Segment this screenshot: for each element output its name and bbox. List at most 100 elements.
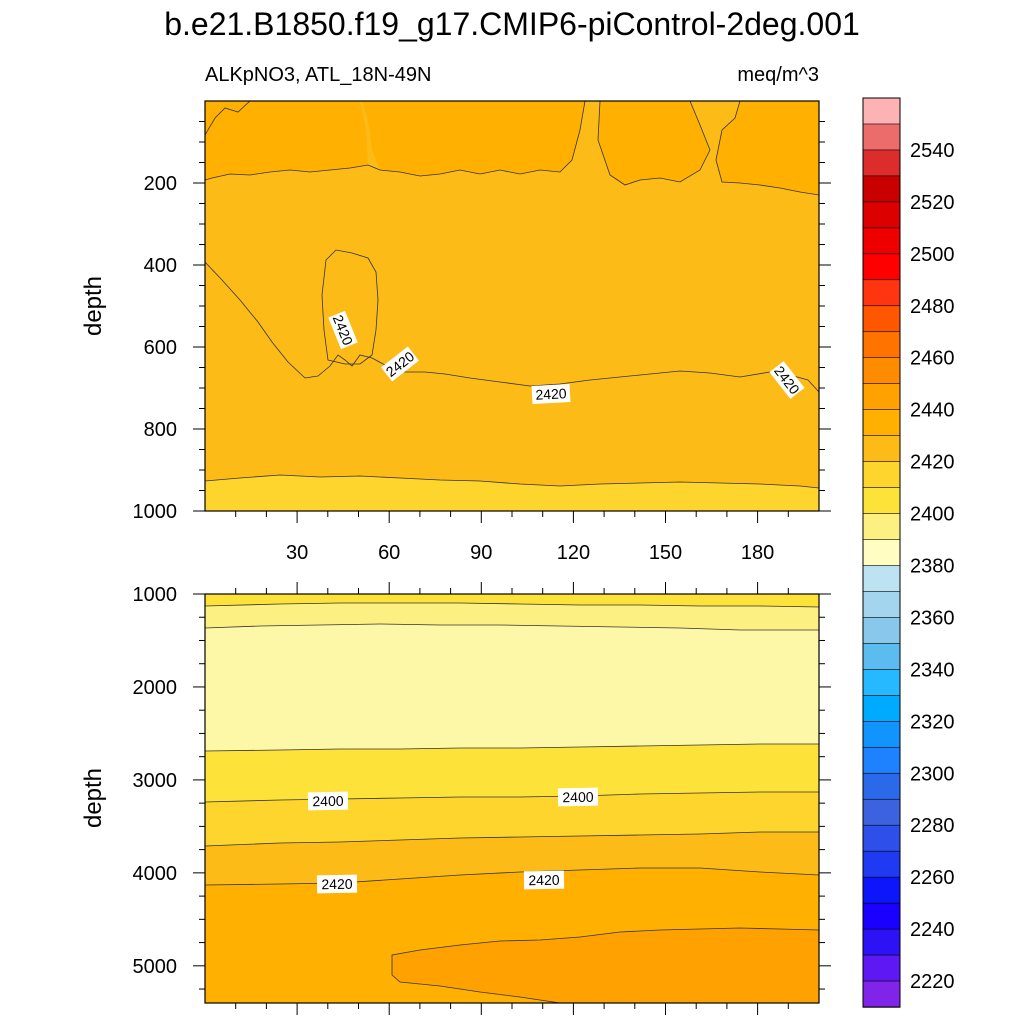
axes: 200 400 600 800 1000 30 60 90 120 150 180 1000 2000 3… xyxy=(133,121,831,1015)
colorbar-label: 2540 xyxy=(910,140,955,162)
bot-label-2: 2400 xyxy=(557,787,599,807)
colorbar-swatch xyxy=(862,149,901,177)
top-x-tick-label: 180 xyxy=(741,542,774,564)
top-label-3-text: 2420 xyxy=(535,385,567,403)
colorbar-label: 2440 xyxy=(910,400,955,422)
colorbar-swatch xyxy=(862,746,901,774)
colorbar-swatch xyxy=(862,591,901,619)
colorbar-swatch xyxy=(862,487,901,515)
colorbar-label: 2360 xyxy=(910,607,955,629)
colorbar-swatch xyxy=(862,954,901,982)
colorbar-swatch xyxy=(862,721,901,748)
colorbar-label: 2420 xyxy=(910,452,955,474)
colorbar-swatch xyxy=(862,123,901,151)
top-contour-deep xyxy=(205,474,819,489)
units-label: meq/m^3 xyxy=(737,64,819,86)
bot-label-2-text: 2400 xyxy=(562,789,594,806)
colorbar-swatch xyxy=(862,850,901,878)
bot-contour-2 xyxy=(205,623,819,631)
colorbar-label: 2220 xyxy=(910,971,955,993)
colorbar-swatch xyxy=(862,695,901,723)
colorbar-swatch xyxy=(862,565,901,593)
top-fill-shallow-west xyxy=(205,101,368,180)
colorbar-label: 2280 xyxy=(910,815,955,837)
colorbar: 2540 2520 2500 2480 2460 2440 2420 2400 2380 2360… xyxy=(862,97,955,1024)
bottom-panel: 2400 2400 2420 2420 xyxy=(205,594,819,1003)
top-panel: 2420 2420 2420 2420 xyxy=(205,101,819,511)
chart-title: b.e21.B1850.f19_g17.CMIP6-piControl-2deg… xyxy=(164,6,860,42)
bot-label-3-text: 2420 xyxy=(321,876,353,893)
bot-contour-7 xyxy=(391,927,819,1003)
colorbar-swatch xyxy=(862,461,901,489)
colorbar-swatch xyxy=(862,876,901,904)
bottom-y-axis-title: depth xyxy=(80,768,107,828)
colorbar-swatch xyxy=(862,669,901,697)
bot-contour-5 xyxy=(205,831,819,847)
colorbar-swatch xyxy=(862,305,901,333)
colorbar-label: 2240 xyxy=(910,919,955,941)
colorbar-swatch xyxy=(862,798,901,826)
top-contour-shallow-3 xyxy=(715,101,819,196)
bottom-y-tick-label: 1000 xyxy=(133,584,178,606)
bottom-y-tick-label: 5000 xyxy=(133,956,178,978)
colorbar-swatch xyxy=(862,617,901,645)
colorbar-swatch xyxy=(862,980,901,1008)
colorbar-swatch xyxy=(862,513,901,541)
colorbar-label: 2260 xyxy=(910,867,955,889)
top-x-tick-label: 120 xyxy=(557,542,590,564)
top-contour-shallow-2 xyxy=(597,101,711,186)
bot-fill-top-2400 xyxy=(205,594,819,607)
bottom-y-tick-label: 3000 xyxy=(133,770,178,792)
colorbar-swatch xyxy=(862,279,901,307)
top-fill-shallow xyxy=(205,101,819,195)
variable-label: ALKpNO3, ATL_18N-49N xyxy=(205,64,431,86)
colorbar-swatch xyxy=(862,928,901,956)
top-y-tick-label: 800 xyxy=(144,419,177,441)
colorbar-label: 2300 xyxy=(910,763,955,785)
colorbar-swatch xyxy=(862,824,901,852)
bot-label-3: 2420 xyxy=(316,874,358,894)
bot-label-4-text: 2420 xyxy=(528,872,560,889)
colorbar-swatch xyxy=(862,643,901,671)
colorbar-swatch xyxy=(862,383,901,411)
colorbar-label: 2400 xyxy=(910,504,955,526)
bot-fill-2430 xyxy=(392,928,819,1003)
top-y-tick-label: 400 xyxy=(144,255,177,277)
colorbar-swatch xyxy=(862,97,901,125)
top-contour-shallow xyxy=(205,101,586,181)
colorbar-swatch xyxy=(862,409,901,437)
colorbar-frame xyxy=(862,97,901,1008)
colorbar-label: 2500 xyxy=(910,244,955,266)
colorbar-swatch xyxy=(862,227,901,255)
colorbar-label: 2320 xyxy=(910,711,955,733)
colorbar-label: 2520 xyxy=(910,192,955,214)
colorbar-swatch xyxy=(862,201,901,229)
colorbar-label: 2460 xyxy=(910,348,955,370)
top-label-3: 2420 xyxy=(531,384,571,404)
colorbar-swatch xyxy=(862,772,901,800)
top-contour-surface xyxy=(205,101,251,136)
bot-label-1: 2400 xyxy=(307,791,349,811)
colorbar-swatch xyxy=(862,331,901,359)
colorbar-label: 2380 xyxy=(910,555,955,577)
top-x-tick-label: 30 xyxy=(286,542,308,564)
top-y-tick-label: 600 xyxy=(144,337,177,359)
colorbar-swatch xyxy=(862,539,901,567)
top-contour-lens xyxy=(321,249,379,365)
top-y-axis-title: depth xyxy=(80,276,107,336)
top-y-tick-label: 1000 xyxy=(133,501,178,523)
top-contour-2420 xyxy=(205,261,819,393)
bot-contour-1 xyxy=(205,602,819,608)
bot-label-1-text: 2400 xyxy=(312,793,344,810)
top-y-tick-label: 200 xyxy=(144,173,177,195)
colorbar-swatch xyxy=(862,175,901,203)
colorbar-label: 2480 xyxy=(910,296,955,318)
colorbar-label: 2340 xyxy=(910,659,955,681)
bot-label-4: 2420 xyxy=(523,870,565,890)
colorbar-swatch xyxy=(862,435,901,463)
top-fill-bottom xyxy=(205,475,819,511)
colorbar-swatch xyxy=(862,253,901,281)
top-x-tick-label: 90 xyxy=(470,542,492,564)
colorbar-swatch xyxy=(862,902,901,930)
